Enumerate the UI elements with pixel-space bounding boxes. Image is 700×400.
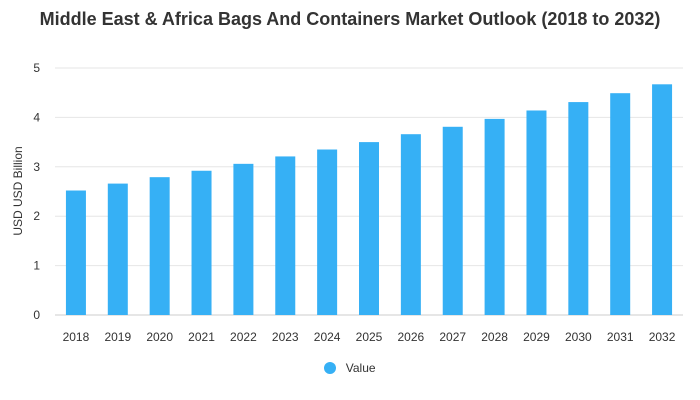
y-tick-label: 1 [33, 259, 40, 273]
x-tick-label: 2019 [104, 330, 131, 344]
x-tick-label: 2028 [481, 330, 508, 344]
bar-2021[interactable] [191, 170, 212, 315]
y-tick-label: 5 [33, 61, 40, 75]
x-tick-label: 2021 [188, 330, 215, 344]
x-tick-label: 2031 [607, 330, 634, 344]
x-tick-label: 2018 [63, 330, 90, 344]
chart-title: Middle East & Africa Bags And Containers… [39, 9, 661, 29]
bar-2026[interactable] [400, 134, 421, 315]
legend-marker-value [324, 362, 337, 374]
bar-2025[interactable] [359, 142, 379, 315]
y-tick-label: 4 [33, 110, 40, 124]
y-axis-ticks: 0 1 2 3 4 5 [33, 61, 40, 322]
x-tick-label: 2027 [439, 330, 466, 344]
bars [65, 84, 673, 316]
bar-2019[interactable] [107, 183, 128, 315]
bar-2020[interactable] [149, 177, 170, 315]
x-tick-label: 2025 [356, 330, 383, 344]
x-tick-label: 2029 [523, 330, 550, 344]
bar-2029[interactable] [526, 110, 547, 315]
x-tick-label: 2024 [314, 330, 341, 344]
bar-2027[interactable] [442, 126, 463, 315]
x-tick-label: 2022 [230, 330, 257, 344]
legend-label-value: Value [345, 361, 376, 375]
x-tick-label: 2023 [272, 330, 299, 344]
bar-2032[interactable] [652, 84, 673, 315]
y-tick-label: 3 [33, 160, 40, 174]
y-axis-label: USD USD Billion [11, 146, 25, 235]
y-tick-label: 0 [33, 308, 40, 322]
x-axis-ticks: 2018 2019 2020 2021 2022 2023 2024 2025 2026 2027… [63, 330, 676, 344]
x-tick-label: 2030 [565, 330, 592, 344]
bar-2023[interactable] [275, 156, 296, 315]
y-tick-label: 2 [33, 209, 40, 223]
bar-2028[interactable] [484, 118, 505, 316]
bar-2031[interactable] [610, 93, 631, 315]
bar-2024[interactable] [317, 149, 338, 315]
bar-2022[interactable] [233, 163, 254, 315]
x-tick-label: 2020 [146, 330, 173, 344]
x-tick-label: 2026 [398, 330, 425, 344]
bar-2030[interactable] [568, 102, 589, 315]
legend[interactable]: Value [0, 361, 700, 375]
bar-2018[interactable] [65, 190, 86, 315]
x-tick-label: 2032 [649, 330, 676, 344]
